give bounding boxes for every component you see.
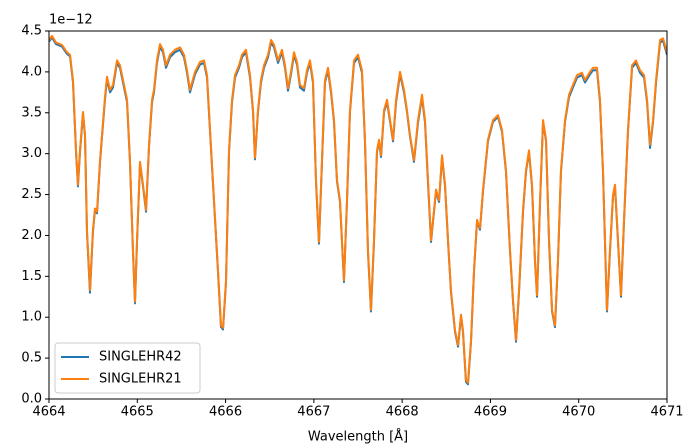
x-tick-label: 4666 bbox=[209, 405, 242, 420]
y-tick-label: 1.0 bbox=[21, 310, 42, 325]
y-tick-label: 2.5 bbox=[21, 187, 42, 202]
x-tick-label: 4668 bbox=[386, 405, 419, 420]
x-tick-label: 4664 bbox=[32, 405, 65, 420]
x-axis-label: Wavelength [Å] bbox=[308, 429, 408, 445]
series-line bbox=[49, 34, 667, 384]
plot-frame bbox=[48, 30, 668, 400]
y-tick-label: 1.5 bbox=[21, 269, 42, 284]
y-tick-label: 0.0 bbox=[21, 392, 42, 407]
x-tick-label: 4667 bbox=[297, 405, 330, 420]
x-tick-label: 4671 bbox=[650, 405, 683, 420]
legend-label: SINGLEHR21 bbox=[99, 372, 182, 387]
y-tick-label: 3.0 bbox=[21, 146, 42, 161]
y-tick-label: 4.5 bbox=[21, 24, 42, 39]
x-tick-label: 4665 bbox=[121, 405, 154, 420]
y-tick-label: 0.5 bbox=[21, 351, 42, 366]
y-tick-label: 2.0 bbox=[21, 228, 42, 243]
y-offset-label: 1e−12 bbox=[49, 13, 93, 28]
legend-box bbox=[54, 342, 201, 394]
x-tick-label: 4670 bbox=[562, 405, 595, 420]
legend-label: SINGLEHR42 bbox=[99, 350, 182, 365]
series-line bbox=[49, 36, 667, 386]
y-tick-label: 4.0 bbox=[21, 64, 42, 79]
y-tick-label: 3.5 bbox=[21, 105, 42, 120]
x-tick-label: 4669 bbox=[474, 405, 507, 420]
